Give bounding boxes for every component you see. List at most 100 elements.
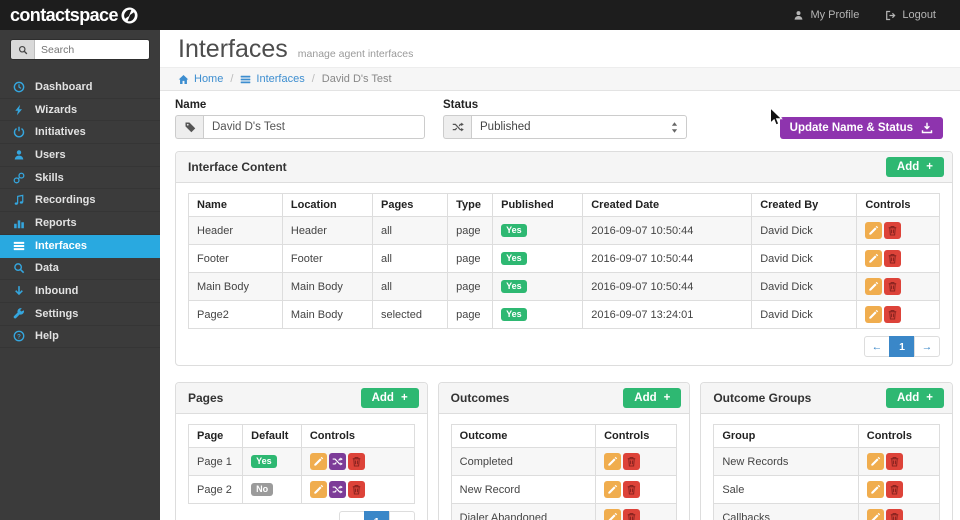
trash-icon [351, 456, 362, 467]
edit-button[interactable] [865, 306, 883, 323]
pagination-page-button[interactable]: 1 [363, 511, 390, 520]
move-button[interactable] [328, 481, 346, 498]
pages-title: Pages [188, 391, 224, 405]
cell-created-date: 2016-09-07 10:50:44 [582, 244, 753, 273]
brand-logo-text: contactspace [10, 4, 118, 25]
table-row: Footer Footer all page Yes 2016-09-07 10:50:4… [188, 244, 940, 273]
sidebar-item-recordings[interactable]: Recordings [0, 189, 160, 213]
breadcrumb-home-link[interactable]: Home [178, 73, 223, 85]
delete-button[interactable] [885, 453, 903, 470]
delete-button[interactable] [623, 453, 641, 470]
trash-icon [887, 225, 898, 236]
sidebar-item-settings[interactable]: Settings [0, 303, 160, 326]
cell-published: Yes [492, 300, 584, 329]
delete-button[interactable] [884, 278, 902, 295]
sidebar-item-label: Skills [35, 171, 64, 184]
sidebar-item-initiatives[interactable]: Initiatives [0, 121, 160, 145]
pages-pagination: ←1→ [188, 511, 415, 520]
add-interface-content-button[interactable]: Add + [885, 157, 944, 177]
delete-button[interactable] [884, 250, 902, 267]
cell-type: page [447, 244, 494, 273]
col-controls: Controls [856, 193, 940, 217]
name-input[interactable] [203, 115, 425, 139]
breadcrumb-interfaces-link[interactable]: Interfaces [240, 73, 305, 85]
delete-button[interactable] [623, 509, 641, 520]
cell-created-date: 2016-09-07 10:50:44 [582, 272, 753, 301]
edit-button[interactable] [309, 453, 327, 470]
delete-button[interactable] [884, 306, 902, 323]
sidebar-item-inbound[interactable]: Inbound [0, 280, 160, 303]
cell-created-by: David Dick [751, 272, 858, 301]
sidebar-item-users[interactable]: Users [0, 144, 160, 167]
sidebar-item-label: Wizards [35, 103, 78, 116]
pencil-icon [607, 456, 618, 467]
pencil-icon [313, 456, 324, 467]
add-page-button[interactable]: Add + [360, 388, 419, 408]
pagination-page-button[interactable]: 1 [889, 336, 915, 357]
cell-created-by: David Dick [751, 300, 858, 329]
top-bar: contactspace My Profile Logout [0, 0, 960, 30]
edit-button[interactable] [865, 222, 883, 239]
delete-button[interactable] [347, 481, 365, 498]
trash-icon [887, 309, 898, 320]
update-name-status-button[interactable]: Update Name & Status [779, 117, 943, 139]
pencil-icon [607, 512, 618, 520]
edit-button[interactable] [604, 509, 622, 520]
status-select[interactable]: Published [471, 115, 687, 139]
delete-button[interactable] [347, 453, 365, 470]
plus-icon: + [663, 392, 671, 404]
edit-button[interactable] [604, 481, 622, 498]
col-page: Page [187, 424, 244, 448]
cell-group: Sale [713, 475, 859, 504]
edit-button[interactable] [865, 250, 883, 267]
edit-button[interactable] [604, 453, 622, 470]
add-outcome-group-button[interactable]: Add + [885, 388, 945, 408]
move-button[interactable] [328, 453, 346, 470]
sidebar-item-dashboard[interactable]: Dashboard [0, 76, 160, 99]
edit-button[interactable] [866, 453, 884, 470]
logout-link[interactable]: Logout [885, 9, 936, 21]
delete-button[interactable] [884, 222, 902, 239]
pagination-prev-button[interactable]: ← [864, 336, 890, 357]
users-icon [13, 149, 26, 161]
table-row: New Records [713, 447, 941, 476]
cell-default: No [242, 475, 302, 504]
sidebar-item-skills[interactable]: Skills [0, 167, 160, 190]
edit-button[interactable] [866, 509, 884, 520]
pagination-next-button[interactable]: → [914, 336, 940, 357]
pagination-prev-button[interactable]: ← [338, 511, 365, 520]
sidebar-item-interfaces[interactable]: Interfaces [0, 234, 160, 258]
pagination-next-button[interactable]: → [388, 511, 415, 520]
sidebar-item-wizards[interactable]: Wizards [0, 99, 160, 122]
search-icon [11, 40, 35, 59]
breadcrumb-current: David D's Test [321, 73, 392, 85]
cell-pages: all [371, 216, 449, 245]
edit-button[interactable] [309, 481, 327, 498]
sidebar-item-help[interactable]: ? Help [0, 326, 160, 349]
status-field-label: Status [443, 99, 479, 111]
cell-controls [856, 300, 940, 329]
sidebar-item-reports[interactable]: Reports [0, 212, 160, 235]
col-default: Default [242, 424, 302, 448]
col-controls: Controls [300, 424, 415, 448]
cell-name: Header [188, 216, 283, 245]
edit-button[interactable] [865, 278, 883, 295]
brand-logo: contactspace [0, 5, 138, 26]
cell-controls [857, 447, 941, 476]
delete-button[interactable] [885, 509, 903, 520]
trash-icon [626, 484, 637, 495]
search-input[interactable] [35, 40, 149, 59]
col-created-date: Created Date [582, 193, 753, 217]
sidebar-item-data[interactable]: Data [0, 258, 160, 281]
delete-button[interactable] [885, 481, 903, 498]
edit-button[interactable] [866, 481, 884, 498]
add-outcome-button[interactable]: Add + [623, 388, 682, 408]
my-profile-link[interactable]: My Profile [793, 9, 859, 21]
cell-group: New Records [713, 447, 859, 476]
delete-button[interactable] [623, 481, 641, 498]
trash-icon [889, 512, 900, 520]
sidebar-item-label: Data [35, 262, 59, 275]
table-header-row: Outcome Controls [450, 424, 678, 448]
cell-page: Page 1 [187, 447, 244, 476]
